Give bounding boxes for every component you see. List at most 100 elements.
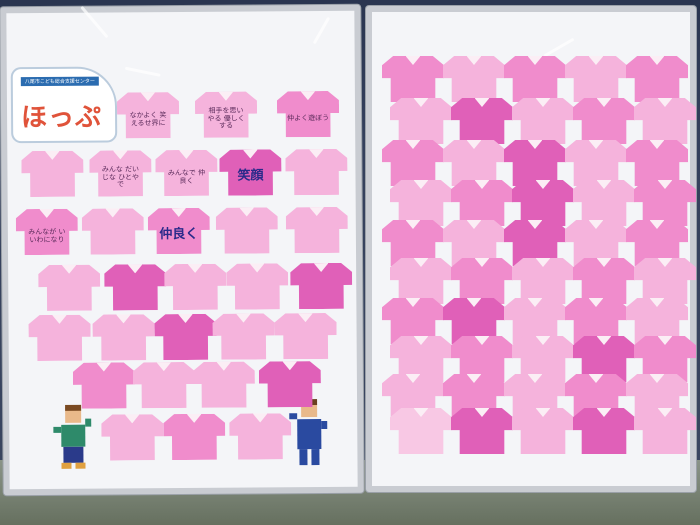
origami-shirt bbox=[274, 313, 336, 359]
shirt-message bbox=[236, 275, 278, 307]
origami-shirt bbox=[286, 207, 348, 253]
shirt-collar bbox=[649, 220, 665, 229]
origami-shirt bbox=[573, 180, 635, 226]
origami-shirt: 仲良く bbox=[148, 208, 210, 254]
origami-shirt bbox=[73, 362, 135, 408]
logo-title: ほっぷ bbox=[20, 102, 103, 134]
shirt-collar bbox=[657, 258, 673, 267]
shirt-collar bbox=[657, 408, 673, 417]
origami-shirt bbox=[21, 151, 83, 197]
origami-shirt bbox=[382, 140, 444, 186]
origami-shirt bbox=[38, 265, 100, 311]
shirt-collar bbox=[649, 374, 665, 383]
shirt-collar bbox=[588, 298, 604, 307]
shirt-collar bbox=[474, 180, 490, 189]
origami-shirt bbox=[285, 149, 347, 195]
pixel-boy-illustration bbox=[53, 404, 92, 469]
origami-shirt: 仲よく遊ぼう bbox=[277, 91, 339, 137]
shirt-collar bbox=[588, 140, 604, 149]
origami-shirt bbox=[92, 314, 154, 360]
shirt-message bbox=[31, 163, 73, 195]
pixel-girl-illustration bbox=[289, 399, 328, 466]
shirt-message: 笑顔 bbox=[237, 168, 264, 185]
origami-shirt: 笑顔 bbox=[219, 149, 281, 195]
shirt-collar bbox=[649, 56, 665, 65]
origami-shirt bbox=[28, 315, 90, 361]
shirt-collar bbox=[596, 336, 612, 345]
origami-shirt bbox=[634, 408, 696, 454]
origami-shirt bbox=[512, 408, 574, 454]
origami-shirt bbox=[390, 408, 452, 454]
shirt-collar bbox=[466, 56, 482, 65]
shirt-message: 仲良く bbox=[159, 227, 199, 243]
shirt-collar bbox=[596, 180, 612, 189]
origami-shirt bbox=[104, 264, 166, 310]
origami-shirt: みんな だいじな ひとやで bbox=[89, 150, 151, 196]
shirt-collar bbox=[535, 408, 551, 417]
origami-shirt: みんなが いいわになり bbox=[16, 209, 78, 255]
logo-subtitle: 八尾市こども総合支援センター bbox=[20, 76, 99, 87]
origami-shirt bbox=[229, 413, 291, 459]
origami-shirt bbox=[82, 208, 144, 254]
origami-shirt: なかよく 笑えるせ界に bbox=[117, 92, 179, 138]
origami-shirt bbox=[390, 258, 452, 304]
shirt-message bbox=[164, 326, 206, 358]
shirt-message bbox=[300, 275, 342, 307]
origami-shirt bbox=[154, 314, 216, 360]
shirt-message bbox=[284, 325, 326, 357]
shirt-collar bbox=[649, 298, 665, 307]
origami-shirt bbox=[626, 56, 688, 102]
origami-shirt bbox=[634, 98, 696, 144]
shirt-message bbox=[239, 425, 281, 457]
shirt-collar bbox=[474, 408, 490, 417]
origami-shirt bbox=[573, 408, 635, 454]
shirt-collar bbox=[596, 98, 612, 107]
shirt-collar bbox=[535, 180, 551, 189]
shirt-message: みんな だいじな ひとやで bbox=[101, 165, 140, 189]
shirt-collar bbox=[649, 140, 665, 149]
shirt-collar bbox=[466, 298, 482, 307]
origami-shirt bbox=[163, 414, 225, 460]
shirt-collar bbox=[657, 180, 673, 189]
origami-shirt bbox=[512, 258, 574, 304]
shirt-message: 相手を思い やる 優しく する bbox=[207, 106, 245, 131]
origami-shirt bbox=[290, 263, 352, 309]
origami-shirt bbox=[193, 361, 255, 407]
shirt-collar bbox=[466, 140, 482, 149]
shirt-message bbox=[38, 327, 80, 359]
shirt-message: みんなが いいわになり bbox=[28, 227, 66, 244]
light-glare bbox=[312, 16, 331, 45]
origami-shirt bbox=[565, 140, 627, 186]
light-glare bbox=[124, 66, 161, 77]
shirt-message bbox=[114, 276, 156, 308]
shirt-message: みんなで 仲良く bbox=[167, 168, 206, 185]
shirt-collar bbox=[413, 98, 429, 107]
origami-shirt bbox=[451, 98, 513, 144]
origami-shirt: 相手を思い やる 優しく する bbox=[195, 91, 257, 137]
shirt-collar bbox=[527, 56, 543, 65]
shirt-collar bbox=[474, 98, 490, 107]
origami-shirt bbox=[626, 140, 688, 186]
origami-shirt bbox=[443, 56, 505, 102]
shirt-collar bbox=[535, 258, 551, 267]
shirt-message bbox=[111, 426, 153, 458]
light-glare bbox=[543, 37, 575, 58]
shirt-collar bbox=[588, 374, 604, 383]
shirt-message bbox=[226, 219, 268, 251]
origami-shirt bbox=[451, 408, 513, 454]
origami-shirt bbox=[504, 56, 566, 102]
right-bulletin-board bbox=[366, 6, 696, 492]
shirt-message bbox=[143, 374, 185, 406]
shirt-collar bbox=[405, 374, 421, 383]
shirt-message bbox=[173, 426, 215, 458]
shirt-collar bbox=[527, 374, 543, 383]
origami-shirt bbox=[212, 313, 274, 359]
left-bulletin-board: 八尾市こども総合支援センター ほっぷ なかよく 笑えるせ界に 相手を思い やる 優… bbox=[0, 4, 364, 496]
shirt-message bbox=[296, 219, 338, 251]
shirt-collar bbox=[405, 56, 421, 65]
origami-shirt bbox=[451, 180, 513, 226]
shirt-collar bbox=[474, 336, 490, 345]
shirt-message bbox=[269, 373, 311, 405]
origami-shirt bbox=[573, 98, 635, 144]
shirt-collar bbox=[413, 180, 429, 189]
